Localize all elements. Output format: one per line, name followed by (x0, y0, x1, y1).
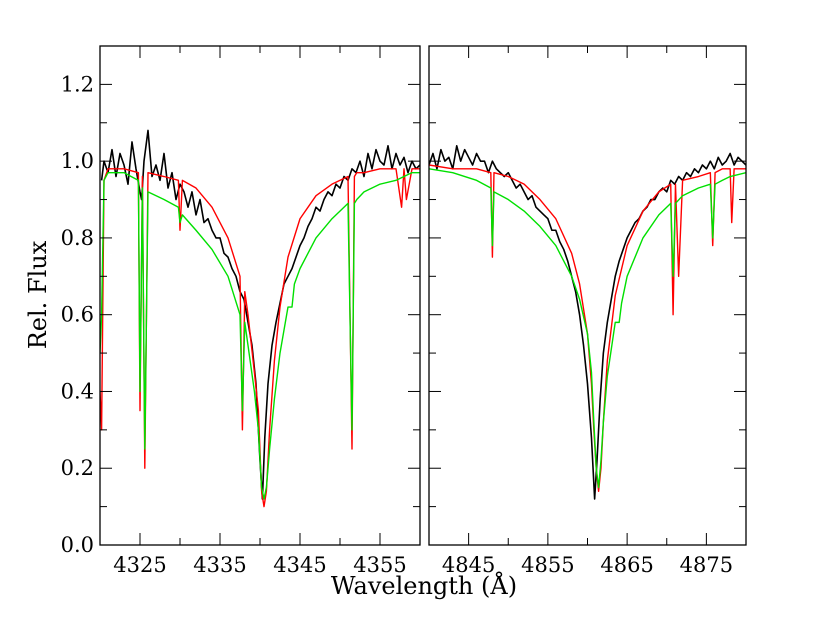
left-panel: 4325 4335 4345 4355 0.0 0.2 0.4 0.6 0.8 1.0 1.2 (61, 45, 421, 577)
y-tick-label: 0.2 (61, 456, 94, 480)
right-series-line-2 (429, 168, 746, 489)
right-x-tick-label: 4855 (521, 553, 574, 577)
right-x-tick-label: 4845 (442, 553, 495, 577)
y-tick-label: 0.8 (61, 226, 94, 250)
left-x-tick-label: 4355 (353, 553, 406, 577)
y-axis-label: Rel. Flux (24, 240, 52, 349)
left-panel-ticks: 4325 4335 4345 4355 0.0 0.2 0.4 0.6 0.8 1.0 1.2 (61, 45, 421, 577)
left-plot-area (100, 129, 420, 508)
y-tick-label: 0.4 (61, 379, 94, 403)
y-tick-label: 1.0 (61, 149, 94, 173)
right-plot-area (429, 145, 746, 500)
y-tick-label: 1.2 (61, 72, 94, 96)
right-x-tick-label: 4875 (680, 553, 733, 577)
left-x-tick-label: 4345 (273, 553, 326, 577)
left-x-tick-label: 4325 (113, 553, 166, 577)
right-panel: 4845 4855 4865 4875 (428, 45, 747, 577)
right-series-line-0 (429, 145, 746, 500)
left-series-line-2 (100, 171, 420, 500)
x-axis-label: Wavelength (Å) (331, 571, 517, 600)
y-tick-label: 0.0 (61, 533, 94, 557)
right-x-tick-label: 4865 (600, 553, 653, 577)
left-x-tick-label: 4335 (193, 553, 246, 577)
y-tick-label: 0.6 (61, 303, 94, 327)
right-panel-ticks: 4845 4855 4865 4875 (428, 45, 747, 577)
